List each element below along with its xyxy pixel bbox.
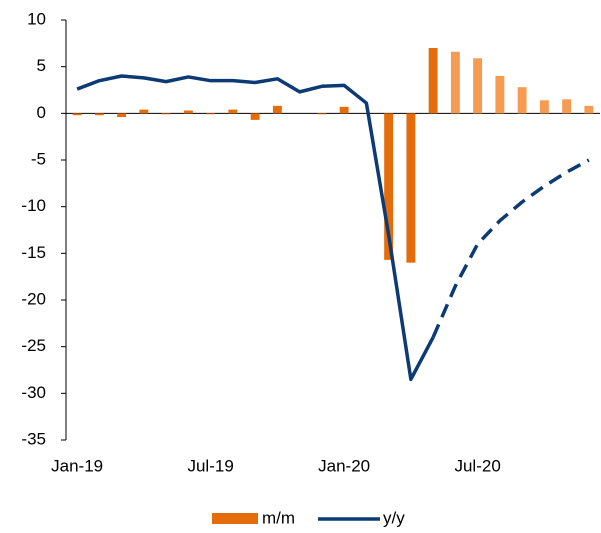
line	[76, 74, 435, 382]
bar	[228, 109, 238, 114]
y-tick-label: 10	[27, 9, 46, 28]
bar	[317, 113, 327, 115]
legend-label: y/y	[383, 508, 405, 527]
y-tick-label: 5	[37, 56, 46, 75]
bar	[517, 87, 527, 114]
y-tick-label: -25	[21, 336, 46, 355]
bar	[384, 113, 394, 260]
y-tick-label: -10	[21, 196, 46, 215]
bar	[428, 48, 438, 114]
bar	[94, 113, 104, 116]
legend-swatch	[212, 513, 258, 524]
bar	[139, 109, 149, 114]
y-tick-label: -30	[21, 383, 46, 402]
bar	[117, 113, 127, 118]
y-tick-label: -20	[21, 289, 46, 308]
bar	[584, 105, 594, 114]
bar	[339, 106, 349, 114]
bar	[473, 58, 483, 114]
x-tick-label: Jul-19	[187, 456, 233, 475]
y-tick-label: -5	[31, 149, 46, 168]
bar	[406, 113, 416, 263]
y-tick-label: -35	[21, 429, 46, 448]
x-tick-label: Jul-20	[454, 456, 500, 475]
x-tick-label: Jan-20	[318, 456, 370, 475]
legend-label: m/m	[262, 508, 295, 527]
bar	[206, 113, 216, 115]
x-tick-label: Jan-19	[51, 456, 103, 475]
bar	[450, 51, 460, 114]
line-dashed	[431, 158, 590, 339]
y-tick-label: 0	[37, 103, 46, 122]
bar	[539, 100, 549, 114]
bar	[250, 113, 260, 120]
y-tick-label: -15	[21, 243, 46, 262]
bar	[495, 76, 505, 114]
bar	[183, 110, 193, 114]
bar	[562, 99, 572, 114]
bar	[161, 113, 171, 115]
bar	[272, 105, 282, 114]
bar	[72, 113, 82, 116]
